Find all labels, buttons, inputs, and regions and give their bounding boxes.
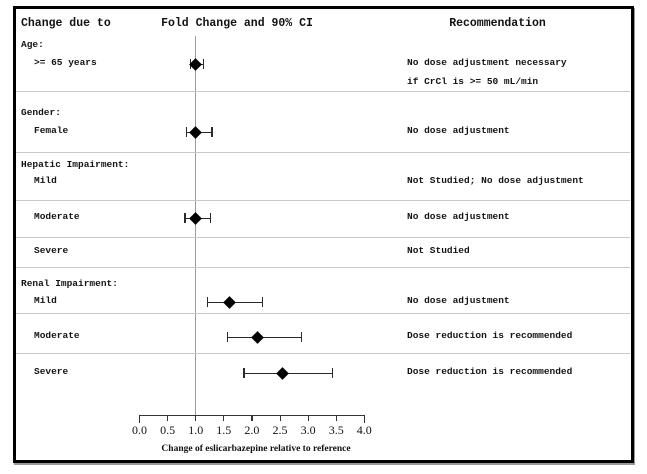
x-axis-tick-label: 2.5 bbox=[272, 423, 288, 437]
x-axis-tick-label: 1.0 bbox=[188, 423, 204, 437]
column-header-recommendation: Recommendation bbox=[449, 17, 546, 30]
group-label: Hepatic Impairment: bbox=[21, 159, 130, 170]
row-separator bbox=[16, 91, 630, 92]
x-axis-tick-label: 1.5 bbox=[216, 423, 232, 437]
row-separator bbox=[16, 267, 630, 268]
recommendation-text: if CrCl is >= 50 mL/min bbox=[407, 76, 539, 87]
row-separator bbox=[16, 200, 630, 201]
recommendation-text: No dose adjustment bbox=[407, 125, 510, 136]
ci-marker bbox=[185, 123, 213, 141]
ci-cap-low bbox=[226, 332, 228, 342]
x-axis-tick bbox=[279, 415, 281, 421]
ci-cap-low bbox=[243, 368, 245, 378]
recommendation-text: Dose reduction is recommended bbox=[407, 366, 573, 377]
reference-line bbox=[195, 36, 197, 416]
point-estimate-diamond bbox=[223, 295, 236, 309]
x-axis-tick-label: 3.5 bbox=[328, 423, 344, 437]
ci-cap-high bbox=[301, 332, 303, 342]
row-separator bbox=[16, 152, 630, 153]
ci-cap-high bbox=[211, 127, 213, 137]
ci-cap-high bbox=[210, 213, 212, 223]
ci-marker bbox=[184, 209, 212, 227]
x-axis-tick bbox=[139, 415, 141, 423]
ci-marker bbox=[189, 55, 205, 73]
row-separator bbox=[16, 237, 630, 238]
ci-marker bbox=[243, 364, 334, 382]
row-label: Severe bbox=[34, 245, 69, 256]
group-label: Renal Impairment: bbox=[21, 278, 118, 289]
row-label: Mild bbox=[34, 175, 57, 186]
row-label: Moderate bbox=[34, 330, 80, 341]
row-label: Female bbox=[34, 125, 69, 136]
row-label: Mild bbox=[34, 295, 57, 306]
x-axis-title: Change of eslicarbazepine relative to re… bbox=[161, 444, 351, 454]
column-header-change-due-to: Change due to bbox=[21, 17, 111, 30]
ci-cap-low bbox=[184, 213, 186, 223]
recommendation-text: No dose adjustment bbox=[407, 295, 510, 306]
group-label: Gender: bbox=[21, 107, 61, 118]
x-axis-tick bbox=[167, 415, 169, 421]
x-axis-tick-label: 2.0 bbox=[244, 423, 260, 437]
row-label: Moderate bbox=[34, 211, 80, 222]
x-axis-tick bbox=[223, 415, 225, 421]
column-header-fold-change-ci: Fold Change and 90% CI bbox=[161, 17, 313, 30]
recommendation-text: Not Studied bbox=[407, 245, 470, 256]
x-axis-tick bbox=[307, 415, 309, 421]
x-axis-tick-label: 0.0 bbox=[132, 423, 147, 437]
figure-border bbox=[13, 6, 634, 463]
point-estimate-diamond bbox=[251, 330, 264, 344]
ci-cap-low bbox=[206, 297, 209, 307]
x-axis-tick bbox=[195, 415, 197, 421]
group-label: Age: bbox=[21, 39, 44, 50]
recommendation-text: Dose reduction is recommended bbox=[407, 330, 573, 341]
point-estimate-diamond bbox=[276, 366, 290, 380]
ci-cap-high bbox=[261, 297, 264, 307]
ci-cap-low bbox=[185, 127, 187, 137]
recommendation-text: No dose adjustment bbox=[407, 211, 510, 222]
point-estimate-diamond bbox=[189, 211, 203, 225]
row-separator bbox=[16, 353, 630, 354]
x-axis-tick bbox=[251, 415, 253, 421]
ci-cap-high bbox=[332, 368, 334, 378]
x-axis-tick bbox=[335, 415, 337, 421]
row-label: >= 65 years bbox=[34, 57, 97, 68]
x-axis-tick-label: 4.0 bbox=[356, 423, 372, 437]
x-axis-tick bbox=[363, 415, 365, 423]
recommendation-text: No dose adjustment necessary bbox=[407, 57, 567, 68]
ci-line bbox=[226, 336, 303, 338]
row-separator bbox=[16, 313, 630, 314]
ci-marker bbox=[226, 328, 303, 346]
recommendation-text: Not Studied; No dose adjustment bbox=[407, 175, 584, 186]
x-axis-tick-label: 0.5 bbox=[160, 423, 176, 437]
ci-cap-high bbox=[202, 59, 205, 69]
row-label: Severe bbox=[34, 366, 69, 377]
x-axis-tick-label: 3.0 bbox=[300, 423, 316, 437]
point-estimate-diamond bbox=[189, 125, 203, 139]
ci-marker bbox=[206, 293, 264, 311]
